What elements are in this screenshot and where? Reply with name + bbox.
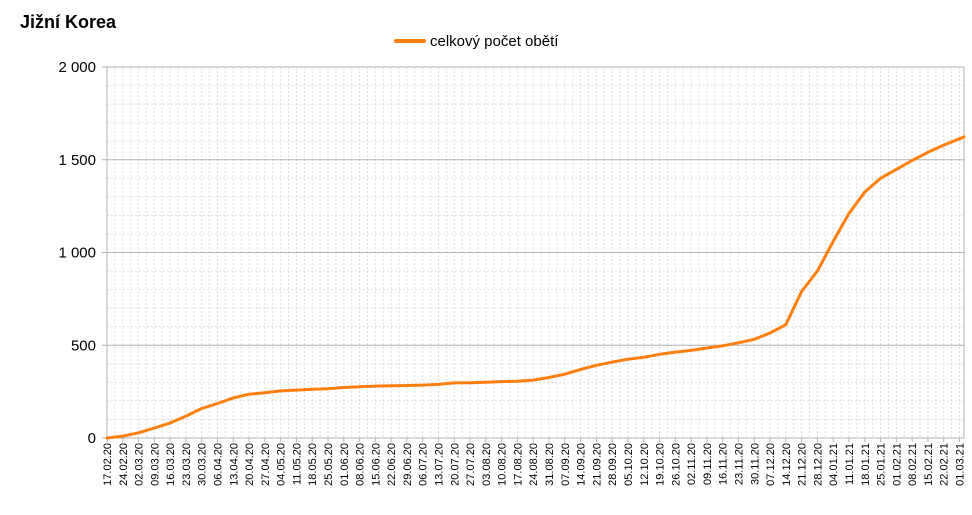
x-tick-label: 19.10.20 <box>655 443 667 486</box>
x-tick-label: 25.01.21 <box>876 443 888 486</box>
x-tick-label: 07.12.20 <box>765 443 777 486</box>
x-tick-label: 24.08.20 <box>528 443 540 486</box>
x-tick-label: 20.07.20 <box>449 443 461 486</box>
legend-label: celkový počet obětí <box>430 33 559 50</box>
x-tick-label: 01.06.20 <box>339 443 351 486</box>
y-tick-label: 1 000 <box>58 245 96 262</box>
y-tick-label: 500 <box>71 337 96 354</box>
y-tick-label: 1 500 <box>58 152 96 169</box>
x-tick-label: 09.03.20 <box>149 443 161 486</box>
x-tick-label: 11.01.21 <box>844 443 856 485</box>
x-tick-label: 24.02.20 <box>118 443 130 486</box>
x-tick-label: 13.07.20 <box>434 443 446 486</box>
x-tick-label: 14.12.20 <box>781 443 793 486</box>
x-tick-label: 04.05.20 <box>276 443 288 486</box>
x-tick-label: 21.09.20 <box>591 443 603 486</box>
x-tick-label: 06.04.20 <box>213 443 225 486</box>
x-tick-label: 09.11.20 <box>702 443 714 485</box>
x-tick-label: 13.04.20 <box>228 443 240 486</box>
x-tick-label: 18.05.20 <box>307 443 319 486</box>
x-tick-label: 01.02.21 <box>891 443 903 486</box>
x-tick-label: 08.02.21 <box>907 443 919 486</box>
x-tick-label: 28.09.20 <box>607 443 619 486</box>
x-tick-label: 21.12.20 <box>797 443 809 486</box>
x-tick-label: 15.06.20 <box>370 443 382 486</box>
legend: celkový počet obětí <box>394 33 559 50</box>
series-layer <box>105 135 966 440</box>
x-tick-label: 12.10.20 <box>639 443 651 486</box>
x-tick-label: 18.01.21 <box>860 443 872 486</box>
x-tick-label: 20.04.20 <box>244 443 256 486</box>
x-tick-label: 22.06.20 <box>386 443 398 486</box>
x-tick-label: 05.10.20 <box>623 443 635 486</box>
x-tick-label: 01.03.21 <box>954 443 966 486</box>
x-tick-label: 30.03.20 <box>197 443 209 486</box>
x-tick-label: 27.04.20 <box>260 443 272 486</box>
x-tick-label: 10.08.20 <box>497 443 509 486</box>
x-tick-label: 23.03.20 <box>181 443 193 486</box>
series-line <box>105 135 966 440</box>
x-tick-label: 22.02.21 <box>939 443 951 486</box>
x-tick-label: 06.07.20 <box>418 443 430 486</box>
x-tick-label: 02.11.20 <box>686 443 698 485</box>
x-tick-label: 28.12.20 <box>812 443 824 486</box>
chart-title: Jižní Korea <box>20 12 117 32</box>
x-tick-label: 17.08.20 <box>512 443 524 486</box>
x-tick-label: 02.03.20 <box>134 443 146 486</box>
x-tick-label: 30.11.20 <box>749 443 761 485</box>
x-tick-label: 08.06.20 <box>355 443 367 486</box>
x-tick-label: 07.09.20 <box>560 443 572 486</box>
x-tick-label: 11.05.20 <box>291 443 303 485</box>
y-axis-ticks: 0 500 1 000 1 500 2 000 <box>58 59 96 447</box>
x-tick-label: 16.11.20 <box>718 443 730 485</box>
x-tick-label: 26.10.20 <box>670 443 682 486</box>
y-tick-label: 0 <box>88 430 96 447</box>
x-axis-ticks: 17.02.20 24.02.20 02.03.20 09.03.20 16.03.20… <box>102 438 966 486</box>
x-tick-label: 14.09.20 <box>576 443 588 486</box>
x-tick-label: 15.02.21 <box>923 443 935 486</box>
x-tick-label: 03.08.20 <box>481 443 493 486</box>
major-gridlines <box>102 66 965 439</box>
x-tick-label: 17.02.20 <box>102 443 114 486</box>
x-tick-label: 25.05.20 <box>323 443 335 486</box>
x-tick-label: 27.07.20 <box>465 443 477 486</box>
x-tick-label: 16.03.20 <box>165 443 177 486</box>
x-tick-label: 29.06.20 <box>402 443 414 486</box>
x-tick-label: 04.01.21 <box>828 443 840 486</box>
y-tick-label: 2 000 <box>58 59 96 76</box>
x-tick-label: 31.08.20 <box>544 443 556 486</box>
x-tick-label: 23.11.20 <box>733 443 745 485</box>
